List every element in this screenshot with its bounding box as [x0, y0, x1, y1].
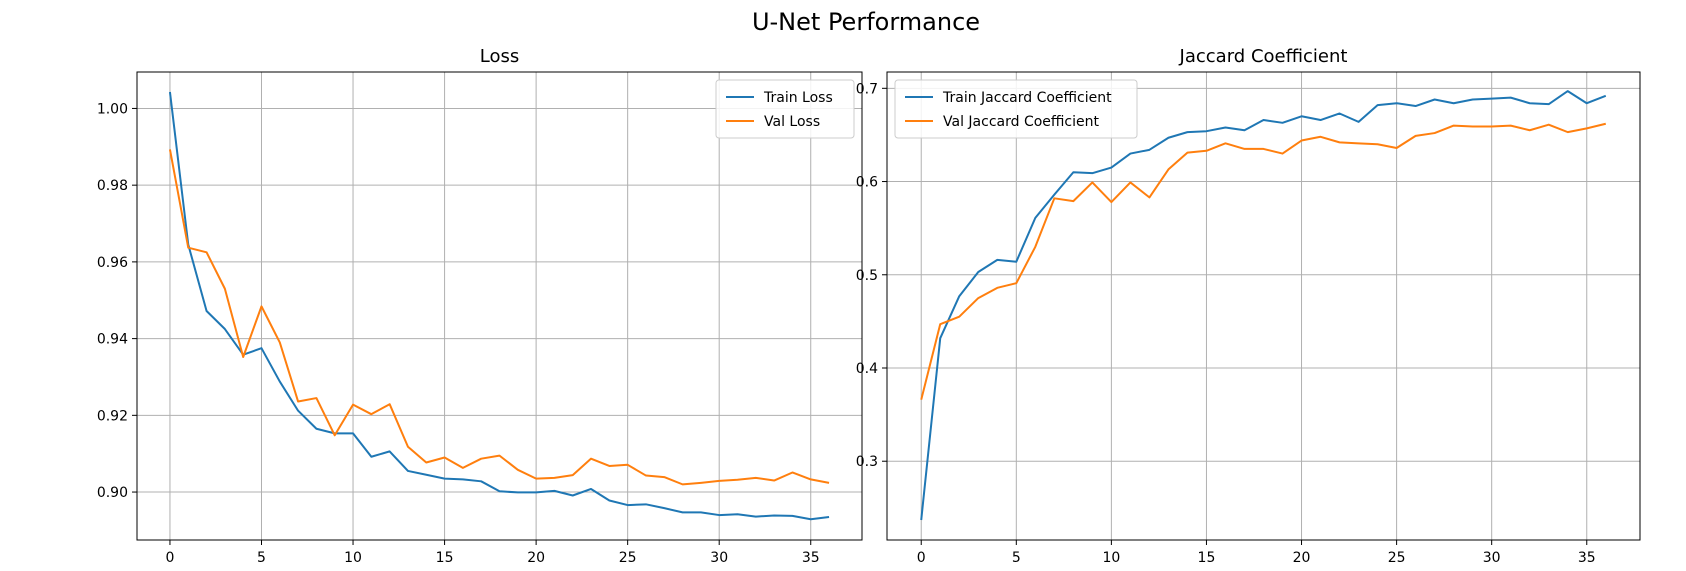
series-line-val: [168, 149, 830, 486]
x-tick-label: 20: [527, 550, 545, 566]
x-tick-label: 5: [1012, 550, 1021, 566]
legend-label: Val Jaccard Coefficient: [943, 114, 1100, 130]
y-tick-label: 0.5: [856, 268, 878, 284]
legend: Train Jaccard Coefficient Val Jaccard Coe…: [894, 79, 1138, 139]
x-tick-label: 20: [1293, 550, 1311, 566]
x-tick-label: 35: [1578, 550, 1596, 566]
x-tick-label: 30: [1483, 550, 1501, 566]
x-tick-label: 5: [257, 550, 266, 566]
legend-label: Train Jaccard Coefficient: [942, 90, 1112, 106]
y-tick-label: 0.90: [97, 485, 128, 501]
jaccard-subplot: Jaccard Coefficient 0 5 10 15 20 25 30 35 0.3 0.4 0…: [856, 46, 1641, 566]
x-tick-label: 15: [1198, 550, 1216, 566]
axes-frame: [136, 71, 863, 541]
x-tick-label: 30: [710, 550, 728, 566]
x-tick-label: 25: [619, 550, 637, 566]
legend-box: [894, 79, 1138, 139]
legend-label: Train Loss: [763, 90, 833, 106]
series-line-train: [920, 90, 1607, 521]
x-tick-label: 25: [1388, 550, 1406, 566]
axes-frame: [886, 71, 1641, 541]
subplot-title: Jaccard Coefficient: [1179, 46, 1348, 67]
subplot-title: Loss: [480, 46, 519, 67]
y-tick-label: 0.7: [856, 81, 878, 97]
x-tick-label: 15: [436, 550, 454, 566]
series-line-train: [168, 91, 830, 521]
legend: Train Loss Val Loss: [715, 79, 855, 139]
x-tick-label: 0: [165, 550, 174, 566]
loss-subplot: Loss 0 5 10 15 20 25 30 35 0.90 0.92 0.94 0.96 0.98 1.…: [97, 46, 863, 566]
y-tick-label: 0.96: [97, 255, 128, 271]
y-tick-label: 0.4: [856, 361, 878, 377]
legend-box: [715, 79, 855, 139]
legend-label: Val Loss: [764, 114, 820, 130]
y-tick-label: 0.94: [97, 332, 128, 348]
y-tick-label: 0.6: [856, 175, 878, 191]
x-tick-label: 35: [802, 550, 820, 566]
y-tick-label: 0.92: [97, 408, 128, 424]
figure-title: U-Net Performance: [752, 8, 980, 36]
y-tick-label: 0.98: [97, 178, 128, 194]
x-tick-label: 10: [1102, 550, 1120, 566]
x-tick-label: 0: [917, 550, 926, 566]
x-tick-label: 10: [344, 550, 362, 566]
y-tick-label: 1.00: [97, 101, 128, 117]
y-tick-label: 0.3: [856, 454, 878, 470]
series-line-val: [920, 122, 1607, 400]
